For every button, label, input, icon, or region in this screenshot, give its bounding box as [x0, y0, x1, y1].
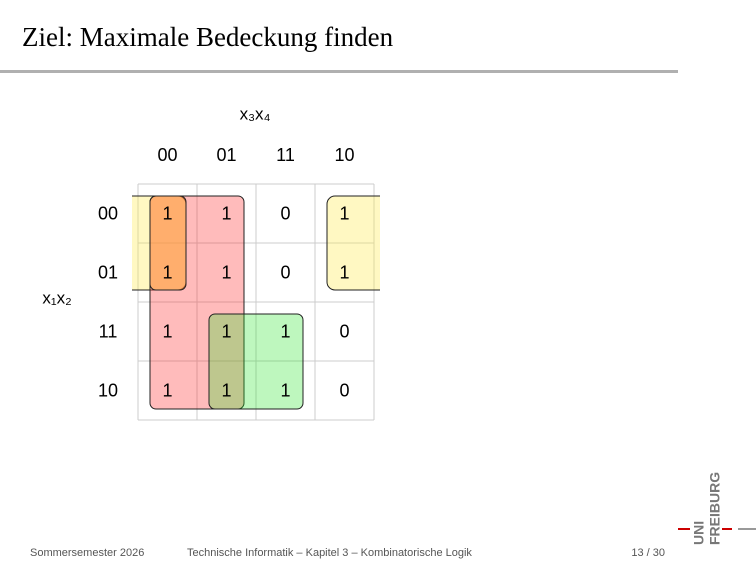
cell-value: 1 — [339, 262, 349, 282]
cell-value: 0 — [339, 380, 349, 400]
cell-value: 1 — [221, 380, 231, 400]
cell-value: 0 — [280, 203, 290, 223]
column-label: 10 — [334, 145, 354, 165]
footer-left: Sommersemester 2026 — [30, 547, 144, 559]
cell-value: 1 — [221, 203, 231, 223]
logo-bar — [738, 528, 756, 530]
row-label: 11 — [99, 321, 118, 341]
cell-value: 1 — [162, 203, 172, 223]
group-orange — [149, 195, 187, 291]
cell-value: 1 — [162, 262, 172, 282]
groups — [132, 195, 380, 410]
cell-value: 0 — [339, 321, 349, 341]
cell-value: 1 — [221, 262, 231, 282]
cell-value: 1 — [339, 203, 349, 223]
footer-center: Technische Informatik – Kapitel 3 – Komb… — [187, 547, 472, 559]
cell-value: 1 — [280, 321, 290, 341]
slide-title: Ziel: Maximale Bedeckung finden — [22, 22, 394, 52]
logo-bar — [722, 528, 732, 530]
row-label: 00 — [98, 203, 118, 223]
row-label: 01 — [98, 262, 118, 282]
cell-value: 0 — [280, 262, 290, 282]
row-variables: x₁x₂ — [42, 288, 71, 307]
grid-lines — [137, 183, 375, 421]
logo: UNI FREIBURG — [678, 472, 756, 545]
group-yellow — [326, 195, 380, 291]
cell-value: 1 — [221, 321, 231, 341]
column-label: 11 — [276, 145, 295, 165]
cell-value: 1 — [162, 321, 172, 341]
column-label: 01 — [216, 145, 236, 165]
group-green — [208, 313, 304, 410]
cell-value: 1 — [162, 380, 172, 400]
title-rule — [0, 70, 678, 73]
column-variables: x₃x₄ — [240, 104, 271, 123]
logo-bar — [678, 528, 690, 530]
logo-uni: UNI — [691, 521, 707, 545]
row-label: 10 — [98, 380, 118, 400]
column-label: 00 — [157, 145, 177, 165]
group-red — [149, 195, 245, 410]
logo-freiburg: FREIBURG — [707, 472, 723, 545]
cell-value: 1 — [280, 380, 290, 400]
footer-page: 13 / 30 — [631, 547, 665, 559]
